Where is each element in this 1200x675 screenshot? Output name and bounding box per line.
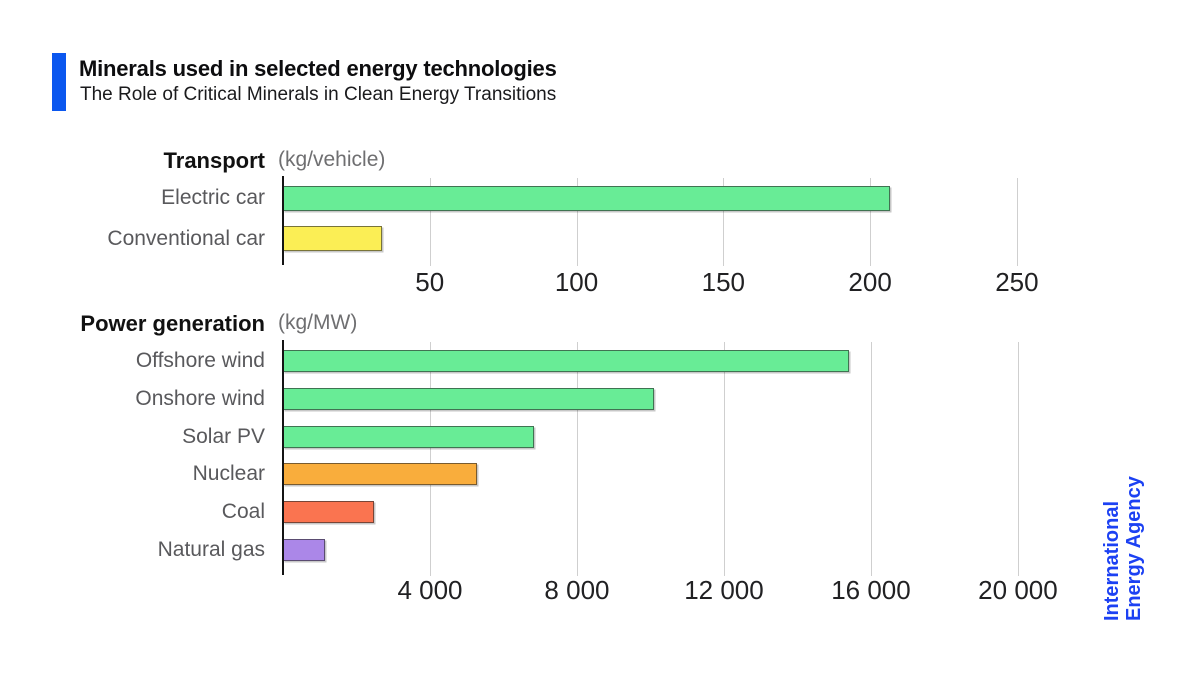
gridline	[576, 178, 578, 266]
bar-row-coal	[283, 493, 1058, 531]
bar-row-onshore-wind	[283, 380, 1058, 418]
tick-label-8-000: 8 000	[544, 575, 610, 605]
plot-area-power-generation	[282, 340, 1058, 576]
tick-label-100: 100	[554, 267, 599, 297]
bar-row-offshore-wind	[283, 342, 1058, 380]
unit-label-transport: (kg/vehicle)	[278, 148, 386, 171]
bar-row-conventional-car	[283, 219, 1058, 260]
title-accent-bar	[52, 53, 66, 111]
gridline	[429, 342, 431, 576]
gridline	[870, 178, 872, 266]
iea-logo-vertical-text: International Energy Agency	[1101, 476, 1145, 621]
tick-label-200: 200	[848, 267, 892, 297]
category-label-conventional-car: Conventional car	[107, 226, 265, 250]
bar-natural-gas	[283, 539, 326, 562]
bar-rows	[283, 342, 1058, 569]
bar-nuclear	[283, 463, 477, 486]
tick-label-4-000: 4 000	[397, 575, 463, 605]
tick-label-50: 50	[415, 267, 445, 297]
gridline	[1016, 178, 1018, 266]
bar-onshore-wind	[283, 387, 655, 410]
tick-label-20-000: 20 000	[978, 575, 1058, 605]
gridline	[723, 178, 725, 266]
gridline	[1017, 342, 1019, 576]
x-axis-ticks-transport: 50 100 150 200 250	[283, 267, 1058, 299]
category-label-solar-pv: Solar PV	[182, 424, 265, 448]
iea-logo-line2: Energy Agency	[1123, 476, 1145, 621]
bar-row-nuclear	[283, 455, 1058, 493]
unit-label-power-generation: (kg/MW)	[278, 311, 358, 334]
page-title: Minerals used in selected energy technol…	[79, 56, 557, 81]
tick-label-12-000: 12 000	[684, 575, 764, 605]
category-label-nuclear: Nuclear	[192, 462, 265, 486]
page-subtitle: The Role of Critical Minerals in Clean E…	[80, 84, 557, 105]
tick-label-16-000: 16 000	[831, 575, 911, 605]
category-label-electric-car: Electric car	[161, 186, 265, 210]
category-labels-power-generation: Offshore wind Onshore wind Solar PV Nuclear…	[0, 342, 283, 569]
category-label-natural-gas: Natural gas	[157, 538, 265, 562]
section-title-power-generation: Power generation	[80, 311, 265, 336]
section-title-transport: Transport	[163, 148, 265, 173]
gridline	[429, 178, 431, 266]
bar-coal	[283, 501, 375, 524]
bar-row-natural-gas	[283, 531, 1058, 569]
bar-conventional-car	[283, 226, 382, 252]
category-label-coal: Coal	[221, 500, 265, 524]
category-labels-transport: Electric car Conventional car	[0, 178, 283, 259]
bar-row-electric-car	[283, 178, 1058, 219]
bar-offshore-wind	[283, 349, 850, 372]
bar-rows	[283, 178, 1058, 259]
y-axis-line	[282, 340, 284, 575]
gridline	[870, 342, 872, 576]
tick-label-150: 150	[701, 267, 746, 297]
y-axis-line	[282, 176, 284, 265]
category-label-onshore-wind: Onshore wind	[135, 386, 265, 410]
gridline	[723, 342, 725, 576]
bar-solar-pv	[283, 425, 535, 448]
x-axis-ticks-power-generation: 4 000 8 000 12 000 16 000 20 000	[283, 575, 1058, 607]
gridline	[576, 342, 578, 576]
category-label-offshore-wind: Offshore wind	[135, 348, 265, 372]
iea-logo-line1: International	[1101, 500, 1123, 621]
tick-label-250: 250	[995, 267, 1039, 297]
bar-row-solar-pv	[283, 418, 1058, 456]
bar-electric-car	[283, 185, 891, 211]
plot-area-transport	[282, 176, 1058, 266]
